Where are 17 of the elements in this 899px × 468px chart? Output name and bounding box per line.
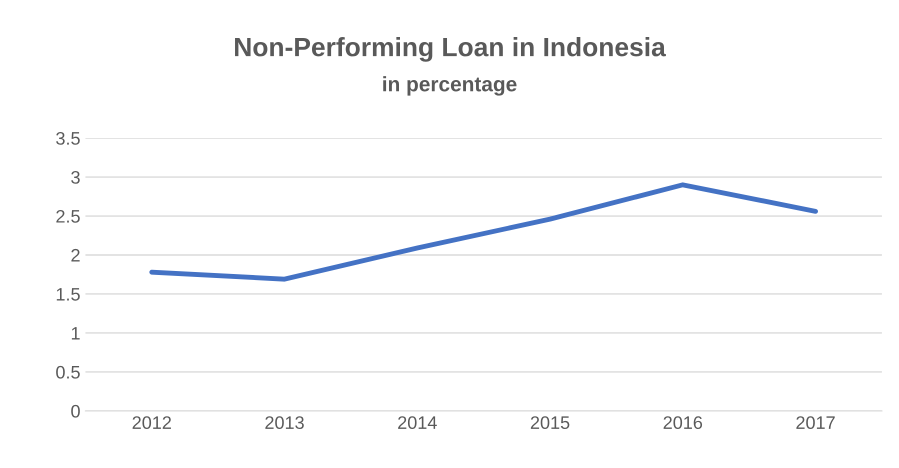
chart-subtitle: in percentage (383, 76, 517, 96)
y-tick-label: 1.5 (56, 288, 80, 301)
line-series (149, 182, 818, 282)
y-tick-label: 0.5 (56, 366, 80, 379)
y-tick-label: 0 (71, 404, 80, 418)
x-tick-label: 2014 (398, 416, 437, 430)
x-tick-label: 2016 (664, 416, 702, 430)
chart-title: Non-Performing Loan in Indonesia (235, 37, 666, 62)
y-tick-label: 3 (71, 170, 80, 184)
y-tick-label: 2.5 (56, 210, 80, 223)
y-tick-label: 1 (72, 327, 80, 340)
y-tick-label: 3.5 (56, 132, 80, 145)
x-tick-label: 2013 (265, 416, 304, 430)
x-tick-label: 2017 (796, 416, 835, 430)
x-tick-label: 2015 (530, 416, 570, 430)
y-tick-label: 2 (71, 248, 80, 262)
x-tick-label: 2012 (132, 416, 171, 430)
